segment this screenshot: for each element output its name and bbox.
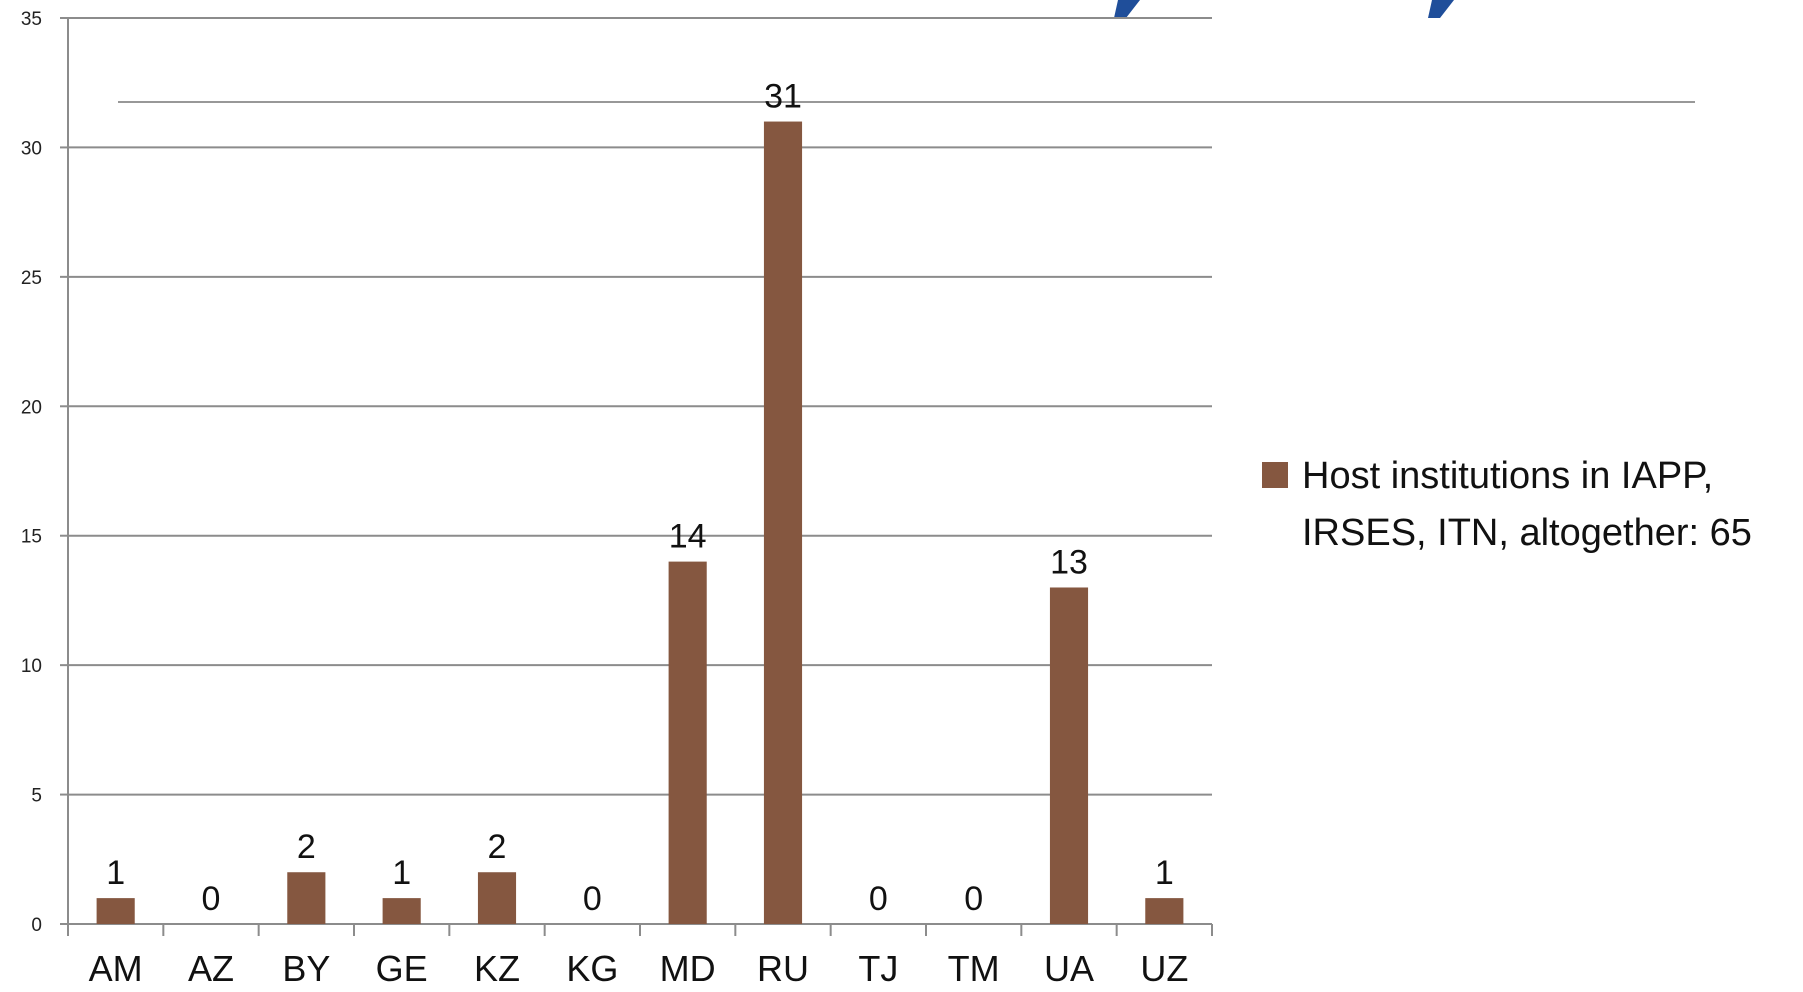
legend-label: Host institutions in IAPP, IRSES, ITN, al… [1302, 455, 1752, 554]
legend-label-line-2: IRSES, ITN, altogether: 65 [1302, 512, 1752, 554]
y-tick-label-25: 25 [21, 268, 42, 289]
y-axis-tick-labels: 0 5 10 15 20 25 30 35 [21, 9, 42, 936]
gridlines [60, 17, 1212, 925]
data-label-AM: 1 [106, 854, 125, 892]
data-label-KZ: 2 [488, 828, 507, 866]
bar-UZ [1145, 898, 1184, 924]
bar-GE [382, 898, 421, 924]
x-tick-label-UA: UA [1044, 948, 1094, 989]
data-label-MD: 14 [669, 518, 707, 556]
y-tick-label-35: 35 [21, 9, 42, 30]
bar-UA [1049, 587, 1089, 924]
x-tick-label-UZ: UZ [1140, 948, 1188, 989]
x-tick-label-AZ: AZ [188, 948, 234, 989]
y-tick-label-5: 5 [31, 786, 42, 807]
data-label-TM: 0 [964, 880, 983, 918]
x-tick-label-RU: RU [757, 948, 809, 989]
x-tick-label-KG: KG [566, 948, 618, 989]
data-label-RU: 31 [764, 78, 802, 116]
x-tick-label-GE: GE [376, 948, 428, 989]
axes [67, 18, 1213, 936]
data-label-AZ: 0 [202, 880, 221, 918]
x-tick-label-TM: TM [948, 948, 1000, 989]
title-fragment-left [1114, 0, 1140, 18]
data-label-TJ: 0 [869, 880, 888, 918]
data-label-BY: 2 [297, 828, 316, 866]
x-tick-label-MD: MD [660, 948, 716, 989]
x-tick-label-BY: BY [282, 948, 330, 989]
y-tick-label-15: 15 [21, 527, 42, 548]
legend-label-line-1: Host institutions in IAPP, [1302, 455, 1713, 497]
bar-RU [763, 121, 803, 925]
data-label-KG: 0 [583, 880, 602, 918]
data-label-UA: 13 [1050, 543, 1088, 581]
legend: Host institutions in IAPP, IRSES, ITN, al… [1262, 455, 1752, 554]
x-tick-label-TJ: TJ [858, 948, 898, 989]
x-tick-label-KZ: KZ [474, 948, 520, 989]
y-tick-label-20: 20 [21, 397, 42, 418]
bar-KZ [477, 872, 517, 924]
y-tick-label-30: 30 [21, 138, 42, 159]
x-axis-tick-labels: AM AZ BY GE KZ KG MD RU TJ TM UA UZ [89, 948, 1189, 989]
y-tick-label-0: 0 [31, 915, 42, 936]
bars [96, 121, 1184, 925]
legend-swatch [1262, 462, 1288, 488]
data-label-UZ: 1 [1155, 854, 1174, 892]
bar-BY [287, 872, 326, 924]
x-tick-label-AM: AM [89, 948, 143, 989]
title-fragment-right [1428, 0, 1454, 18]
data-label-GE: 1 [392, 854, 411, 892]
bar-MD [668, 561, 707, 924]
bar-AM [96, 898, 135, 924]
y-tick-label-10: 10 [21, 656, 42, 677]
data-labels: 1 0 2 1 2 0 14 31 0 0 13 1 [106, 78, 1174, 918]
